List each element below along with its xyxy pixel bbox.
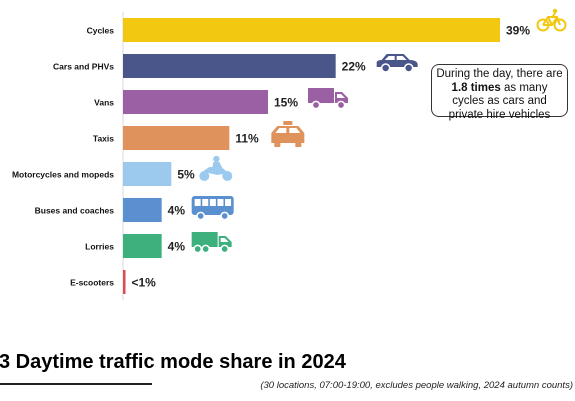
- callout-text-before: During the day, there are: [436, 68, 563, 80]
- taxi-icon: [271, 121, 305, 147]
- car-icon: [376, 54, 418, 73]
- van-icon: [308, 88, 348, 110]
- bar: [123, 198, 162, 222]
- bar: [123, 54, 336, 78]
- value-label: 4%: [168, 204, 186, 218]
- value-label: 4%: [168, 240, 186, 254]
- category-label: Cycles: [87, 26, 115, 36]
- chart-note: (30 locations, 07:00-19:00, excludes peo…: [260, 380, 573, 391]
- value-label: 22%: [342, 60, 366, 74]
- category-label: Vans: [94, 98, 114, 108]
- category-label: E-scooters: [70, 278, 114, 288]
- bar: [123, 18, 500, 42]
- value-label: 5%: [177, 168, 195, 182]
- lorry-icon: [191, 232, 232, 254]
- bar: [123, 90, 268, 114]
- value-label: <1%: [132, 276, 157, 290]
- bar: [123, 270, 126, 294]
- motorcycle-icon: [199, 155, 233, 181]
- title-underline: [0, 383, 152, 385]
- bar: [123, 234, 162, 258]
- callout-box: During the day, there are 1.8 times as m…: [431, 64, 568, 121]
- category-label: Lorries: [85, 242, 114, 252]
- category-label: Motorcycles and mopeds: [12, 170, 114, 180]
- bar: [123, 126, 230, 150]
- callout-bold: 1.8 times: [451, 81, 501, 94]
- chart-title: 3 Daytime traffic mode share in 2024: [0, 351, 346, 373]
- value-label: 39%: [506, 24, 530, 38]
- bar-chart: Cycles 39% Cars and PHVs 22% Vans 15% Taxis 11%…: [12, 8, 567, 300]
- category-label: Cars and PHVs: [53, 62, 114, 72]
- value-label: 11%: [235, 132, 259, 146]
- bus-icon: [191, 196, 234, 221]
- callout-text-after: as many cycles as cars and private hire …: [448, 81, 551, 121]
- category-label: Taxis: [93, 134, 114, 144]
- bar: [123, 162, 172, 186]
- category-label: Buses and coaches: [35, 206, 115, 216]
- bicycle-icon: [536, 8, 567, 32]
- value-label: 15%: [274, 96, 298, 110]
